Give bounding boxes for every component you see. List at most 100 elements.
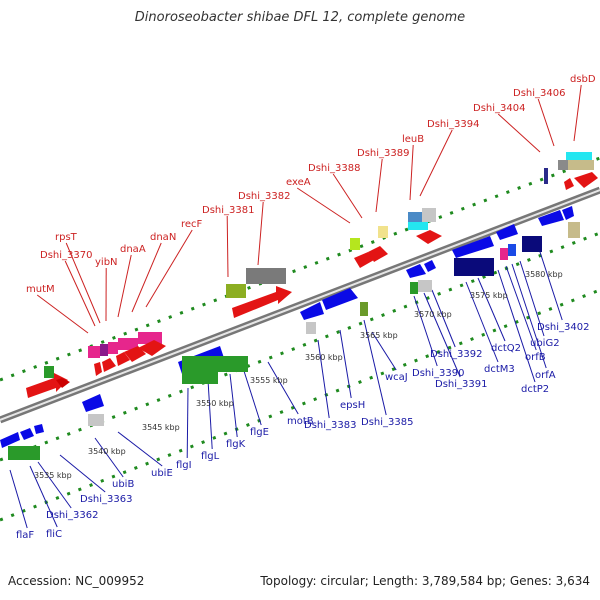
gene-box bbox=[88, 414, 104, 426]
gene-label-reverse: Dshi_3391 bbox=[435, 379, 487, 390]
gene-arrow-red bbox=[94, 362, 102, 376]
leader-line bbox=[131, 242, 162, 313]
gene-box bbox=[422, 208, 436, 222]
gene-label-reverse: Dshi_3362 bbox=[46, 510, 98, 521]
leader-line bbox=[419, 129, 453, 197]
gene-box bbox=[522, 236, 542, 252]
gene-label-forward: Dshi_3404 bbox=[473, 103, 525, 114]
gene-box bbox=[118, 338, 138, 350]
gene-label-forward: Dshi_3394 bbox=[427, 119, 479, 130]
gene-label-reverse: Dshi_3402 bbox=[537, 322, 589, 333]
gene-label-reverse: Dshi_3392 bbox=[430, 349, 482, 360]
leader-line bbox=[339, 329, 352, 399]
kbp-label: 3545 kbp bbox=[142, 423, 180, 432]
leader-line bbox=[505, 265, 537, 351]
gene-arrow-blue bbox=[300, 302, 324, 320]
gene-label-reverse: orfA bbox=[535, 370, 556, 381]
gene-box bbox=[558, 160, 568, 170]
kbp-label: 3560 kbp bbox=[305, 353, 343, 362]
gene-box bbox=[100, 344, 108, 356]
leader-line bbox=[94, 437, 124, 478]
leader-line bbox=[317, 339, 330, 419]
leader-line bbox=[477, 277, 506, 342]
gene-arrow-red bbox=[416, 230, 442, 244]
leader-line bbox=[539, 251, 563, 321]
gene-arrow-red bbox=[232, 286, 292, 318]
gene-box bbox=[568, 160, 594, 170]
kbp-label: 3565 kbp bbox=[360, 331, 398, 340]
gene-arrow-red bbox=[564, 178, 574, 190]
leader-line bbox=[29, 465, 58, 528]
gene-arrow-red bbox=[56, 378, 70, 388]
gene-arrow-blue bbox=[34, 424, 44, 434]
gene-arrow-blue bbox=[424, 260, 436, 272]
leader-line bbox=[537, 98, 555, 147]
leader-line bbox=[267, 361, 299, 415]
kbp-label: 3555 kbp bbox=[250, 376, 288, 385]
gene-label-reverse: Dshi_3390 bbox=[412, 368, 464, 379]
gene-arrow-blue bbox=[562, 206, 574, 220]
leader-line bbox=[296, 187, 351, 224]
gene-box bbox=[408, 212, 422, 222]
leader-line bbox=[145, 229, 193, 308]
gene-box bbox=[408, 222, 428, 230]
gene-label-forward: yibN bbox=[95, 257, 118, 268]
leader-line bbox=[497, 269, 536, 383]
gene-label-reverse: epsH bbox=[340, 400, 365, 411]
gene-label-reverse: Dshi_3385 bbox=[361, 417, 413, 428]
gene-arrow-red bbox=[368, 246, 388, 262]
leader-line bbox=[207, 379, 213, 450]
gene-label-reverse: ubiE bbox=[151, 468, 173, 479]
gene-arrow-red bbox=[354, 252, 374, 268]
leader-line bbox=[363, 319, 387, 416]
leader-line bbox=[117, 254, 132, 318]
gene-box bbox=[182, 356, 248, 372]
gene-arrow-red bbox=[138, 340, 166, 356]
gene-box bbox=[544, 168, 548, 184]
kbp-position-labels: 3535 kbp 3540 kbp 3545 kbp 3550 kbp 3555 kbp… bbox=[34, 270, 563, 480]
gene-label-reverse: ubiG2 bbox=[530, 338, 560, 349]
gene-box bbox=[410, 282, 418, 294]
leader-line bbox=[371, 331, 397, 371]
gene-label-reverse: flgK bbox=[226, 439, 246, 450]
reverse-strand-genes bbox=[0, 206, 580, 460]
kbp-label: 3540 kbp bbox=[88, 447, 126, 456]
leader-line bbox=[573, 84, 582, 142]
leader-line bbox=[409, 144, 414, 201]
gene-label-reverse: motB bbox=[287, 416, 314, 427]
leader-line bbox=[332, 173, 363, 219]
gene-label-forward: Dshi_3389 bbox=[357, 148, 409, 159]
gene-label-forward: exeA bbox=[286, 177, 311, 188]
gene-box bbox=[568, 222, 580, 238]
gene-label-forward: recF bbox=[181, 219, 203, 230]
leader-line bbox=[465, 281, 499, 363]
gene-label-reverse: flaF bbox=[16, 530, 34, 541]
gene-box bbox=[246, 268, 286, 284]
gene-label-reverse: dctM3 bbox=[484, 364, 515, 375]
gene-label-forward: Dshi_3370 bbox=[40, 250, 92, 261]
gene-label-forward: leuB bbox=[402, 134, 424, 145]
gene-label-reverse: ubiB bbox=[112, 479, 134, 490]
gene-arrow-blue bbox=[20, 428, 34, 440]
gene-label-reverse: flgL bbox=[201, 451, 220, 462]
genome-backbone bbox=[0, 186, 600, 424]
gene-label-forward: mutM bbox=[26, 284, 55, 295]
gene-arrow-blue bbox=[538, 210, 564, 226]
gene-label-forward: Dshi_3388 bbox=[308, 163, 360, 174]
leader-line bbox=[519, 260, 545, 337]
gene-label-reverse: orfB bbox=[525, 352, 546, 363]
gene-arrow-blue bbox=[406, 264, 426, 278]
gene-label-reverse: Dshi_3363 bbox=[80, 494, 132, 505]
gene-label-reverse: wcaJ bbox=[385, 372, 408, 383]
genome-summary-text: Topology: circular; Length: 3,789,584 bp… bbox=[260, 574, 590, 588]
kbp-label: 3575 kbp bbox=[470, 291, 508, 300]
leader-line bbox=[511, 263, 547, 369]
gene-arrow-red bbox=[116, 352, 130, 366]
gene-label-reverse: dctQ2 bbox=[491, 343, 521, 354]
gene-box bbox=[306, 322, 316, 334]
gene-label-reverse: dctP2 bbox=[521, 384, 549, 395]
map-title: Dinoroseobacter shibae DFL 12, complete … bbox=[134, 10, 466, 25]
gene-box bbox=[378, 226, 388, 238]
